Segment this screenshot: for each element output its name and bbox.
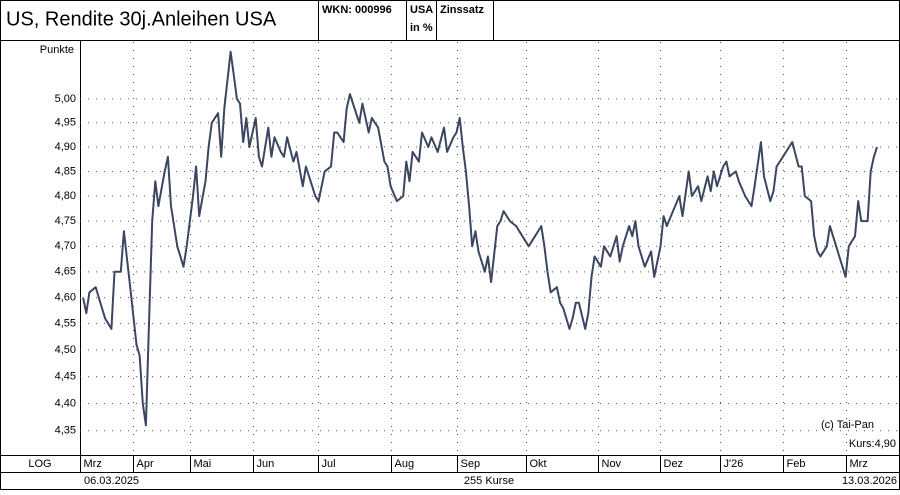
- y-tick-label: 4,95: [55, 117, 76, 129]
- y-tick-label: 4,45: [55, 371, 76, 383]
- y-tick-label: 4,35: [55, 425, 76, 437]
- copyright: (c) Tai-Pan: [821, 419, 874, 431]
- price-line: [82, 50, 878, 427]
- y-axis-label: Punkte: [40, 44, 74, 56]
- x-tick-label: Dez: [664, 458, 684, 470]
- x-tick-label: Jun: [257, 458, 275, 470]
- y-tick-label: 5,00: [55, 93, 76, 105]
- x-tick-label: Jul: [322, 458, 336, 470]
- x-tick-label: Mrz: [850, 458, 868, 470]
- instrument-kind: Zinssatz: [440, 4, 485, 16]
- wkn: WKN: 000996: [322, 4, 392, 16]
- y-tick-label: 4,75: [55, 215, 76, 227]
- y-tick-label: 4,60: [55, 291, 76, 303]
- y-tick-label: 4,85: [55, 165, 76, 177]
- x-tick-label: Aug: [395, 458, 415, 470]
- x-tick-label: Nov: [602, 458, 622, 470]
- x-tick-label: Mrz: [84, 458, 102, 470]
- end-date: 13.03.2026: [842, 475, 897, 487]
- start-date: 06.03.2025: [84, 475, 139, 487]
- y-tick-label: 4,70: [55, 240, 76, 252]
- x-tick-label: J'26: [724, 458, 744, 470]
- x-tick-label: Sep: [461, 458, 481, 470]
- count-label: 255 Kurse: [464, 475, 514, 487]
- x-tick-label: Apr: [137, 458, 154, 470]
- y-tick-label: 4,65: [55, 266, 76, 278]
- y-tick-label: 4,40: [55, 397, 76, 409]
- chart-title: US, Rendite 30j.Anleihen USA: [6, 8, 277, 30]
- y-tick-label: 4,55: [55, 318, 76, 330]
- y-tick-label: 4,90: [55, 141, 76, 153]
- y-tick-label: 4,80: [55, 190, 76, 202]
- x-tick-label: Okt: [530, 458, 547, 470]
- unit-line-2: in %: [410, 22, 433, 34]
- y-tick-label: 4,50: [55, 344, 76, 356]
- x-tick-label: Mai: [194, 458, 212, 470]
- x-tick-label: Feb: [787, 458, 806, 470]
- last-price: Kurs:4,90: [849, 438, 896, 450]
- unit-line-1: USA: [410, 4, 433, 16]
- scale-label: LOG: [28, 458, 51, 470]
